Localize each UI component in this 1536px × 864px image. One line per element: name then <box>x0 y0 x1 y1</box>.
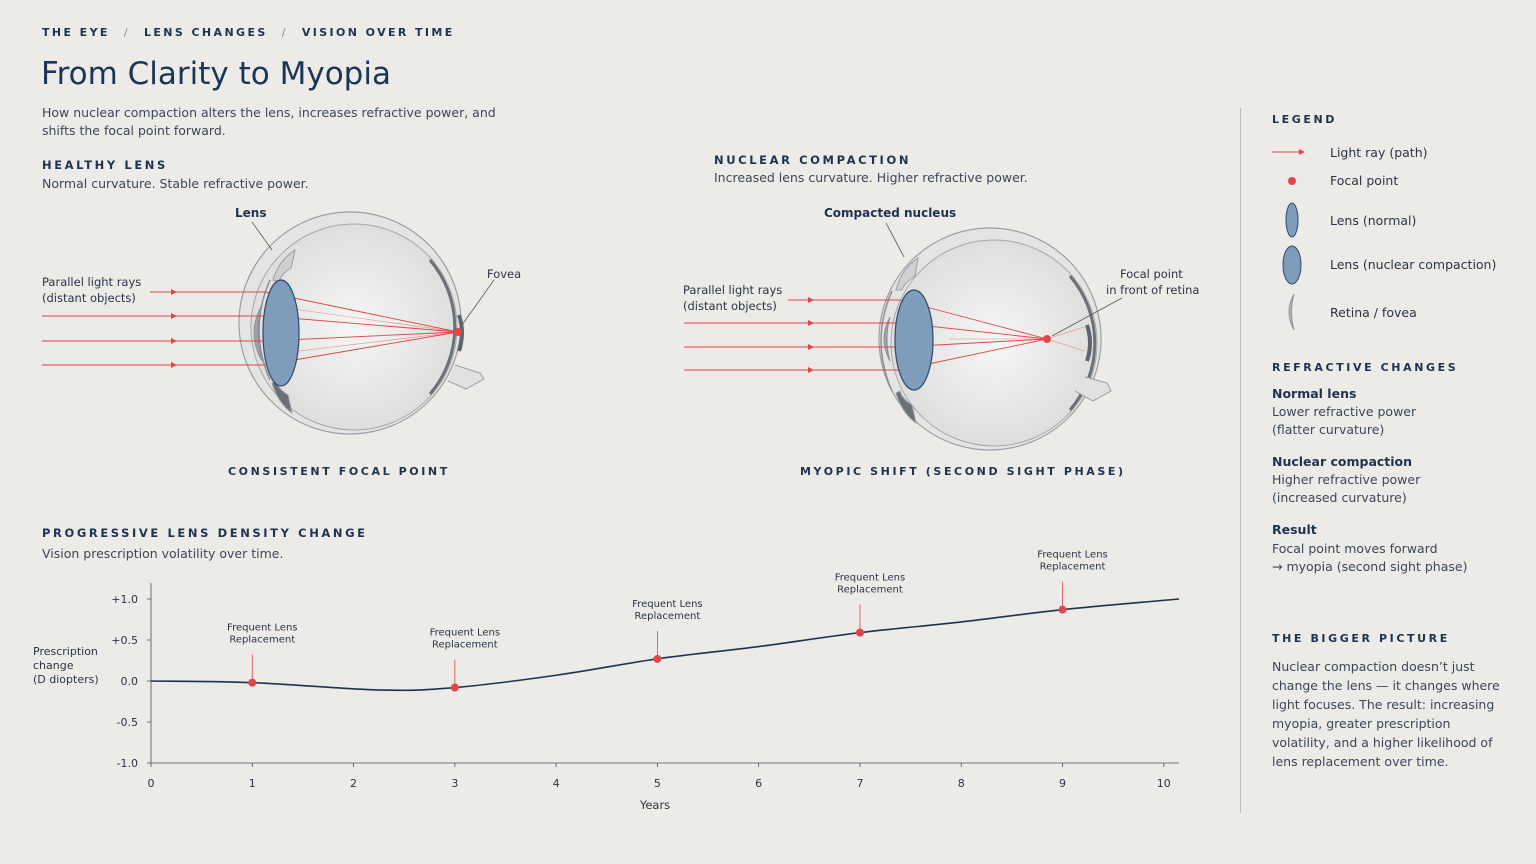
healthy-lens-heading: HEALTHY LENS <box>42 158 168 172</box>
refractive-result-line2: → myopia (second sight phase) <box>1272 559 1468 574</box>
refractive-result-line1: Focal point moves forward <box>1272 541 1438 556</box>
y-tick-label: -0.5 <box>117 716 138 729</box>
replacement-point <box>450 683 459 692</box>
compaction-heading: NUCLEAR COMPACTION <box>714 153 912 167</box>
y-axis-label: change <box>33 659 74 672</box>
compaction-eye-diagram <box>684 222 1123 451</box>
compaction-rays-label-line2: (distant objects) <box>683 299 777 313</box>
legend-item-lens-normal: Lens (normal) <box>1330 213 1417 228</box>
annotation-label: Frequent Lens <box>430 628 500 639</box>
legend-item-retina: Retina / fovea <box>1330 305 1417 320</box>
breadcrumb: THE EYE / LENS CHANGES / VISION OVER TIME <box>42 26 455 39</box>
healthy-rays-label-line2: (distant objects) <box>42 291 136 305</box>
refractive-normal-title: Normal lens <box>1272 386 1357 401</box>
annotation-label: Replacement <box>837 585 903 596</box>
x-tick-label: 3 <box>451 777 458 790</box>
compacted-lens-shape <box>894 289 934 391</box>
light-ray-swatch <box>1272 149 1305 155</box>
focal-point-label-line1: Focal point <box>1120 267 1183 281</box>
legend-item-lens-compaction: Lens (nuclear compaction) <box>1330 257 1497 272</box>
refractive-compaction-line1: Higher refractive power <box>1272 472 1421 487</box>
y-axis-label: Prescription <box>33 645 98 658</box>
y-tick-label: +1.0 <box>111 593 138 606</box>
progressive-description: Vision prescription volatility over time… <box>42 546 284 561</box>
focal-point-swatch <box>1288 177 1296 185</box>
healthy-focal-point <box>454 328 462 336</box>
legend-swatches <box>1272 149 1305 331</box>
refractive-compaction-line2: (increased curvature) <box>1272 490 1407 505</box>
compaction-rays-label-line1: Parallel light rays <box>683 283 783 297</box>
breadcrumb-separator: / <box>281 26 288 39</box>
x-tick-label: 1 <box>249 777 256 790</box>
focal-point-label-line2: in front of retina <box>1106 283 1200 297</box>
x-tick-label: 5 <box>654 777 661 790</box>
x-tick-label: 4 <box>553 777 560 790</box>
replacement-point <box>855 628 864 637</box>
refractive-normal-line1: Lower refractive power <box>1272 404 1417 419</box>
replacement-point <box>653 654 662 663</box>
normal-lens-shape <box>262 279 300 387</box>
refractive-heading: REFRACTIVE CHANGES <box>1272 361 1459 374</box>
compacted-nucleus-label: Compacted nucleus <box>824 206 957 220</box>
healthy-rays-label-line1: Parallel light rays <box>42 275 142 289</box>
prescription-chart: +1.0 +0.5 0.0 -0.5 -1.0 0 1 2 3 4 5 6 7 8 9 10 Years Pres… <box>33 550 1180 812</box>
refractive-normal-line2: (flatter curvature) <box>1272 422 1385 437</box>
annotation-label: Frequent Lens <box>1037 550 1107 561</box>
annotation-label: Frequent Lens <box>632 599 702 610</box>
lens-label: Lens <box>235 206 267 220</box>
fovea-label: Fovea <box>487 267 522 281</box>
replacement-point <box>248 678 257 687</box>
healthy-caption: CONSISTENT FOCAL POINT <box>228 465 450 478</box>
nucleus-leader-line <box>885 222 905 258</box>
lens-leader-line <box>251 221 273 251</box>
x-tick-label: 8 <box>958 777 965 790</box>
x-tick-label: 7 <box>856 777 863 790</box>
compaction-description: Increased lens curvature. Higher refract… <box>714 170 1028 185</box>
x-tick-label: 2 <box>350 777 357 790</box>
page-title: From Clarity to Myopia <box>41 56 391 92</box>
annotation-label: Replacement <box>432 640 498 651</box>
bigger-picture-heading: THE BIGGER PICTURE <box>1272 632 1450 645</box>
y-tick-label: 0.0 <box>121 675 139 688</box>
x-tick-label: 9 <box>1059 777 1066 790</box>
sidebar-divider <box>1240 108 1241 813</box>
replacement-point <box>1058 605 1067 614</box>
y-tick-label: -1.0 <box>117 757 138 770</box>
y-axis-label: (D diopters) <box>33 673 99 686</box>
compaction-caption: MYOPIC SHIFT (SECOND SIGHT PHASE) <box>800 465 1126 478</box>
refractive-compaction-title: Nuclear compaction <box>1272 454 1413 469</box>
iris-and-cornea <box>880 256 919 425</box>
legend-item-focal-point: Focal point <box>1330 173 1399 188</box>
focal-leader-line <box>1051 297 1123 337</box>
y-tick-label: +0.5 <box>111 634 138 647</box>
annotation-label: Replacement <box>635 611 701 622</box>
annotation-label: Replacement <box>1040 562 1106 573</box>
normal-lens-swatch <box>1285 202 1299 238</box>
x-tick-label: 0 <box>148 777 155 790</box>
myopic-focal-point <box>1043 335 1051 343</box>
breadcrumb-separator: / <box>123 26 130 39</box>
iris-and-cornea <box>253 248 296 415</box>
breadcrumb-item-eye[interactable]: THE EYE <box>42 26 110 39</box>
page-subtitle: How nuclear compaction alters the lens, … <box>42 105 496 138</box>
progressive-heading: PROGRESSIVE LENS DENSITY CHANGE <box>42 526 368 540</box>
x-axis-label: Years <box>639 798 670 812</box>
breadcrumb-item-lens-changes[interactable]: LENS CHANGES <box>143 26 268 39</box>
annotation-label: Frequent Lens <box>227 623 297 634</box>
legend-item-light-ray: Light ray (path) <box>1330 145 1428 160</box>
refractive-result-title: Result <box>1272 522 1317 537</box>
x-tick-label: 10 <box>1157 777 1171 790</box>
compacted-lens-swatch <box>1282 245 1302 285</box>
x-tick-label: 6 <box>755 777 762 790</box>
annotation-label: Frequent Lens <box>835 573 905 584</box>
healthy-lens-description: Normal curvature. Stable refractive powe… <box>42 176 309 191</box>
annotation-label: Replacement <box>229 635 295 646</box>
healthy-eye-diagram <box>42 211 495 435</box>
breadcrumb-item-vision-over-time: VISION OVER TIME <box>301 26 455 39</box>
bigger-picture-text: Nuclear compaction doesn’t just change t… <box>1272 659 1500 769</box>
retina-swatch <box>1288 293 1295 331</box>
fovea-leader-line <box>461 279 495 326</box>
legend-heading: LEGEND <box>1272 113 1338 126</box>
